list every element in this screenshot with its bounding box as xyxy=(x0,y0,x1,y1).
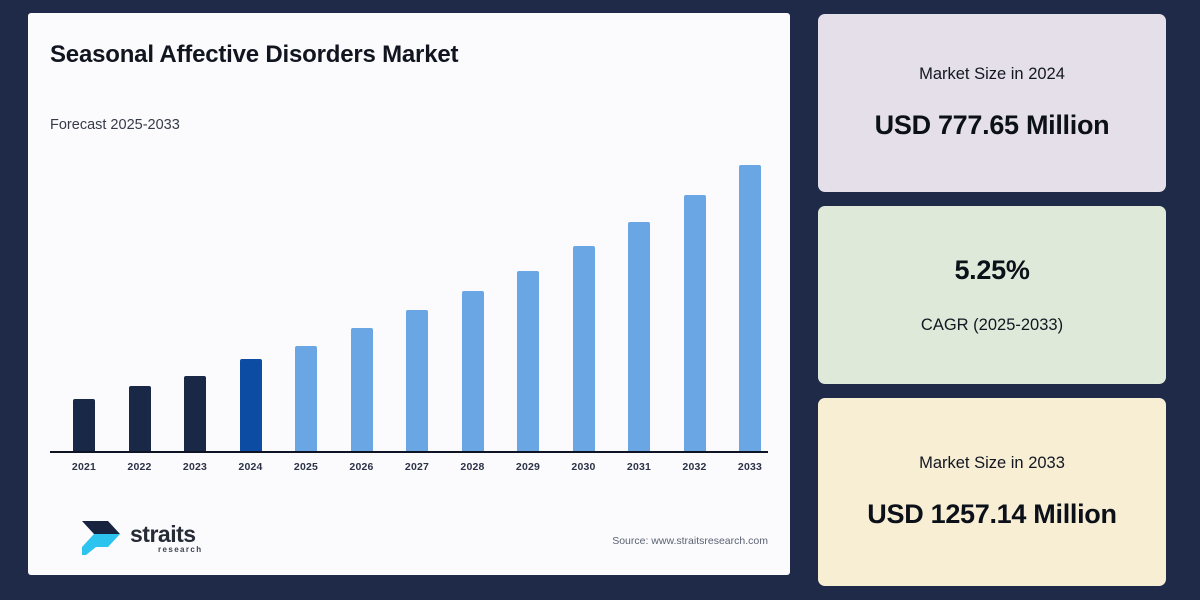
source-note: Source: www.straitsresearch.com xyxy=(612,535,768,547)
stat-card-label: Market Size in 2024 xyxy=(919,65,1065,83)
stat-card-label: CAGR (2025-2033) xyxy=(920,316,1064,334)
bar-fill-2031 xyxy=(628,222,650,451)
stat-card-market-size-2033: Market Size in 2033 USD 1257.14 Million xyxy=(818,398,1166,586)
bar-2026[interactable] xyxy=(336,328,388,451)
stat-cards-column: Market Size in 2024 USD 777.65 Million 5… xyxy=(818,14,1168,586)
x-tick-2028: 2028 xyxy=(460,461,485,473)
straits-research-logo: straits research xyxy=(56,513,206,561)
logo-wordmark: straits xyxy=(130,521,196,547)
bar-fill-2032 xyxy=(683,195,706,451)
x-tick-2022: 2022 xyxy=(127,461,152,473)
x-tick-2023: 2023 xyxy=(182,461,208,473)
bar-chart-plot-area xyxy=(50,133,768,453)
bar-fill-2029 xyxy=(517,271,539,451)
bar-fill-2021 xyxy=(73,399,95,451)
chart-subtitle: Forecast 2025-2033 xyxy=(50,117,180,133)
bar-2025[interactable] xyxy=(280,346,332,451)
logo-subtext: research xyxy=(158,545,203,554)
chart-panel: Seasonal Affective Disorders Market Fore… xyxy=(28,13,790,575)
bar-2024[interactable] xyxy=(225,359,277,451)
bar-fill-2033 xyxy=(739,165,761,451)
bar-fill-2026 xyxy=(350,328,373,451)
x-axis-line xyxy=(50,451,768,453)
bar-2031[interactable] xyxy=(613,222,665,451)
stat-card-market-size-2024: Market Size in 2024 USD 777.65 Million xyxy=(818,14,1166,192)
bar-2023[interactable] xyxy=(169,376,221,451)
x-axis-tick-labels: 2021 2022 2023 2024 2025 2026 2027 2028 2029 2030… xyxy=(50,461,768,481)
x-tick-2032: 2032 xyxy=(682,461,707,473)
bar-fill-2024 xyxy=(239,359,262,451)
bar-2027[interactable] xyxy=(391,310,443,451)
stat-card-label: Market Size in 2033 xyxy=(919,454,1065,472)
stat-card-value: USD 777.65 Million xyxy=(874,110,1110,140)
bar-2021[interactable] xyxy=(58,399,110,451)
x-tick-2029: 2029 xyxy=(515,461,541,473)
bar-2029[interactable] xyxy=(502,271,554,451)
bar-2033[interactable] xyxy=(724,165,776,451)
x-tick-2021: 2021 xyxy=(71,461,97,473)
x-tick-2030: 2030 xyxy=(571,461,596,473)
bar-2022[interactable] xyxy=(114,386,166,451)
bar-2032[interactable] xyxy=(669,195,721,451)
stat-card-value: 5.25% xyxy=(954,255,1030,285)
x-tick-2033: 2033 xyxy=(737,461,763,473)
bar-fill-2030 xyxy=(572,246,595,451)
straits-arrow-icon xyxy=(82,521,120,555)
stat-card-cagr: 5.25% CAGR (2025-2033) xyxy=(818,206,1166,384)
bar-fill-2023 xyxy=(184,376,206,451)
x-tick-2027: 2027 xyxy=(404,461,430,473)
bar-fill-2025 xyxy=(295,346,317,451)
page-title: Seasonal Affective Disorders Market xyxy=(50,41,459,68)
x-tick-2024: 2024 xyxy=(238,461,263,473)
bar-fill-2028 xyxy=(461,291,484,451)
bar-fill-2027 xyxy=(406,310,428,451)
bar-2028[interactable] xyxy=(447,291,499,451)
x-tick-2026: 2026 xyxy=(349,461,374,473)
bar-2030[interactable] xyxy=(558,246,610,451)
x-tick-2025: 2025 xyxy=(293,461,319,473)
stat-card-value: USD 1257.14 Million xyxy=(867,499,1117,529)
bar-fill-2022 xyxy=(128,386,151,451)
x-tick-2031: 2031 xyxy=(626,461,652,473)
